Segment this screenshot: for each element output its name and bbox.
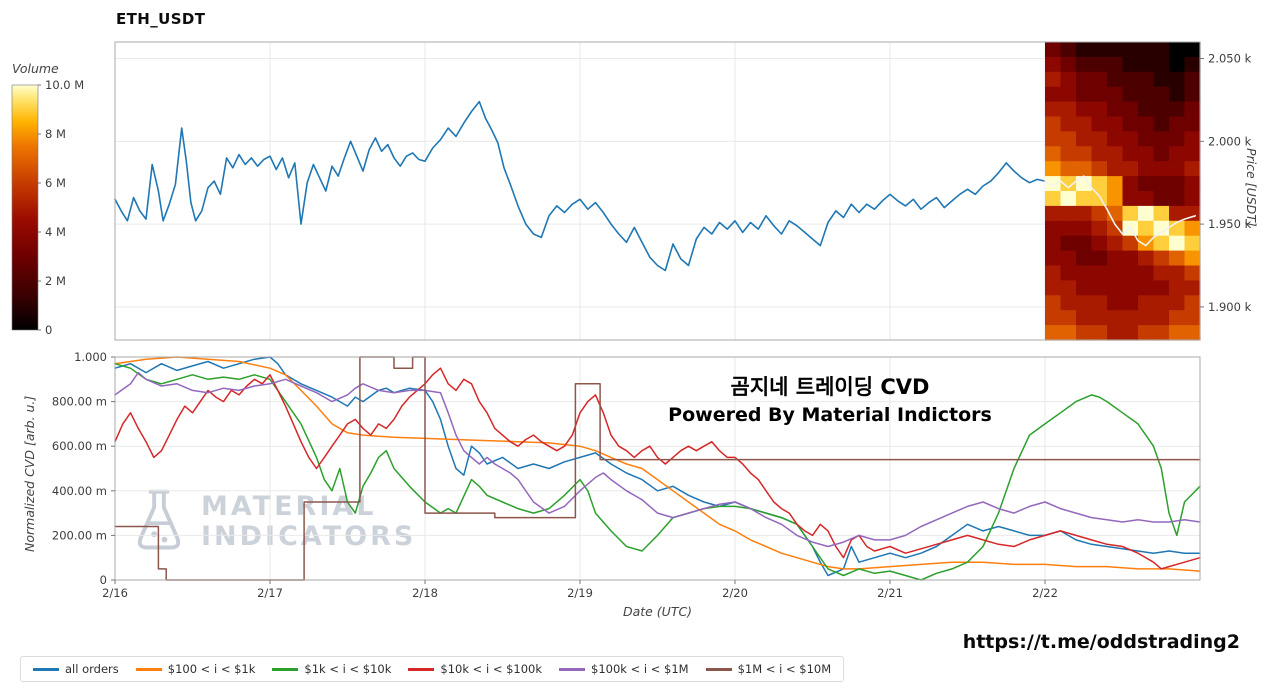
- legend-label: $1k < i < $10k: [304, 662, 392, 676]
- telegram-link-text: https://t.me/oddstrading2: [962, 631, 1240, 653]
- cvd-tick-label: 400.00 m: [52, 484, 107, 498]
- date-axis-label: Date (UTC): [622, 604, 693, 619]
- volume-colorbar: [11, 84, 39, 331]
- legend-item-all-orders: all orders: [33, 662, 119, 676]
- legend-swatch: [705, 667, 732, 671]
- cvd-tick-label: 0: [100, 573, 107, 587]
- overlay-subtitle: Powered By Material Indictors: [668, 404, 992, 426]
- series-100k-i-1m: [114, 371, 1201, 548]
- volume-tick-label: 10.0 M: [45, 78, 84, 92]
- volume-tick-label: 6 M: [45, 176, 66, 190]
- date-tick-label: 2/17: [257, 586, 283, 600]
- volume-tick-label: 4 M: [45, 225, 66, 239]
- legend-label: all orders: [65, 662, 119, 676]
- legend-swatch: [559, 667, 586, 671]
- cvd-panel-border: [114, 356, 1201, 581]
- series-1k-i-10k: [114, 362, 1201, 581]
- legend-swatch: [33, 667, 59, 671]
- watermark-line1: MATERIAL: [201, 490, 377, 522]
- series-1m-i-10m: [114, 356, 1201, 581]
- date-tick-label: 2/18: [412, 586, 438, 600]
- series-10k-i-100k: [114, 367, 1201, 570]
- cvd-axis-label: Normalized CVD [arb. u.]: [22, 395, 37, 552]
- cvd-tick-label: 200.00 m: [52, 528, 107, 542]
- legend-swatch: [408, 667, 435, 671]
- legend-label: $1M < i < $10M: [737, 662, 832, 676]
- legend: all orders $100 < i < $1k $1k < i < $10k $1…: [20, 656, 845, 682]
- material-indicators-watermark: MATERIAL INDICATORS: [132, 488, 416, 556]
- legend-swatch: [272, 667, 299, 671]
- date-tick-label: 2/22: [1032, 586, 1058, 600]
- price-panel-border: [114, 41, 1201, 341]
- legend-swatch: [135, 667, 162, 671]
- flask-icon: [137, 489, 181, 550]
- legend-label: $100k < i < $1M: [591, 662, 689, 676]
- volume-tick-label: 8 M: [45, 127, 66, 141]
- cvd-tick-label: 1.000: [74, 350, 107, 364]
- price-tick-label: 1.950 k: [1208, 217, 1252, 231]
- cvd-tick-label: 600.00 m: [52, 439, 107, 453]
- legend-item-100k-i-1m: $100k < i < $1M: [559, 662, 689, 676]
- price-panel-gridlines: [115, 42, 1200, 340]
- price-tick-label: 2.000 k: [1208, 134, 1252, 148]
- volume-tick-label: 0: [45, 323, 52, 337]
- cvd-tick-label: 800.00 m: [52, 395, 107, 409]
- date-tick-label: 2/21: [877, 586, 903, 600]
- price-line: [114, 100, 1197, 272]
- colorbar-title: Volume: [12, 61, 59, 76]
- overlay-heading: 곰지네 트레이딩 CVD Powered By Material Indicto…: [610, 371, 1050, 426]
- legend-item-100-i-1k: $100 < i < $1k: [135, 662, 256, 676]
- orderbook-heatmap: [1045, 42, 1201, 341]
- price-tick-label: 2.050 k: [1208, 52, 1252, 66]
- date-tick-label: 2/20: [722, 586, 748, 600]
- legend-item-1k-i-10k: $1k < i < $10k: [272, 662, 391, 676]
- watermark-line2: INDICATORS: [201, 521, 417, 552]
- overlay-title-korean: 곰지네 트레이딩 CVD: [730, 375, 930, 399]
- chart-title: ETH_USDT: [116, 10, 206, 28]
- date-tick-label: 2/19: [567, 586, 593, 600]
- price-tick-label: 1.900 k: [1208, 300, 1252, 314]
- cvd-axis-ticks: 1.000 800.00 m 600.00 m 400.00 m 200.00 m 0: [52, 350, 115, 587]
- legend-label: $100 < i < $1k: [167, 662, 256, 676]
- legend-label: $10k < i < $100k: [440, 662, 543, 676]
- price-axis-label: Price [USDT]: [1244, 148, 1259, 227]
- volume-tick-label: 2 M: [45, 274, 66, 288]
- legend-item-1m-i-10m: $1M < i < $10M: [705, 662, 832, 676]
- price-axis-ticks: 2.050 k 2.000 k 1.950 k 1.900 k: [1200, 52, 1252, 314]
- date-tick-label: 2/16: [102, 586, 128, 600]
- series-100-i-1k: [114, 356, 1201, 572]
- series-all-orders: [114, 356, 1201, 577]
- date-axis-ticks: 2/16 2/17 2/18 2/19 2/20 2/21 2/22: [102, 580, 1058, 600]
- volume-colorbar-ticks: 10.0 M 8 M 6 M 4 M 2 M 0: [38, 78, 84, 337]
- legend-item-10k-i-100k: $10k < i < $100k: [408, 662, 542, 676]
